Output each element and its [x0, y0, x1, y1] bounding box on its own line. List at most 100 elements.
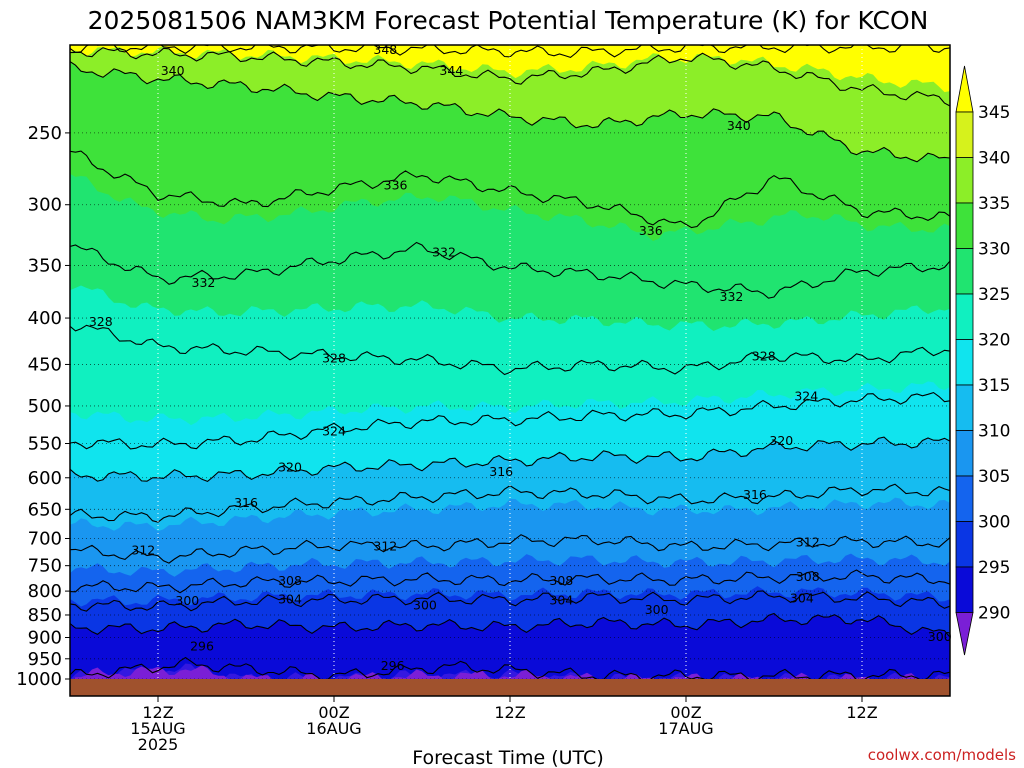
contour-label: 320: [278, 459, 302, 474]
colorbar-swatch: [955, 202, 974, 249]
x-tick-label: 2025: [138, 735, 179, 754]
contour-label: 328: [89, 314, 113, 329]
contour-label: 300: [175, 593, 199, 608]
colorbar-swatch: [955, 248, 974, 295]
colorbar-label: 315: [978, 376, 1010, 396]
y-tick-label: 550: [28, 433, 62, 454]
y-tick-label: 750: [28, 556, 62, 577]
colorbar-swatch: [955, 339, 974, 386]
fill-band-300: [70, 613, 950, 679]
contour-label: 348: [373, 42, 397, 57]
contour-label: 296: [381, 658, 405, 673]
contour-label: 328: [322, 350, 346, 365]
colorbar-label: 330: [978, 240, 1010, 260]
contour-label: 320: [769, 433, 793, 448]
y-tick-label: 900: [28, 627, 62, 648]
contour-label: 332: [192, 275, 216, 290]
contour-label: 336: [384, 178, 408, 193]
x-tick-label: 12Z: [142, 703, 173, 722]
contour-line-348: [70, 45, 950, 59]
contour-line-312: [70, 534, 950, 564]
y-tick-label: 1000: [16, 669, 62, 690]
colorbar-label: 335: [978, 194, 1010, 214]
y-tick-label: 300: [28, 195, 62, 216]
contour-line-340: [70, 61, 950, 163]
colorbar-label: 295: [978, 558, 1010, 578]
colorbar-label: 325: [978, 285, 1010, 305]
contour-label: 340: [161, 63, 185, 78]
colorbar-label: 300: [978, 513, 1010, 533]
contour-label: 308: [278, 573, 302, 588]
colorbar-label: 310: [978, 422, 1010, 442]
contour-label: 312: [796, 534, 820, 549]
plot-area: [70, 45, 950, 679]
colorbar-swatch: [955, 157, 974, 204]
contour-label: 300: [413, 598, 437, 613]
colorbar-label: 320: [978, 331, 1010, 351]
contour-label: 324: [794, 389, 818, 404]
contour-label: 324: [322, 423, 346, 438]
contour-label: 308: [549, 573, 573, 588]
colorbar-label: 340: [978, 149, 1010, 169]
y-tick-label: 950: [28, 649, 62, 670]
contour-label: 300: [645, 602, 669, 617]
y-tick-label: 400: [28, 308, 62, 329]
contour-label: 308: [796, 569, 820, 584]
credit-link[interactable]: coolwx.com/models: [868, 746, 1016, 764]
contour-label: 312: [131, 543, 155, 558]
contour-line-344: [70, 47, 950, 107]
contour-label: 340: [727, 118, 751, 133]
colorbar-label: 305: [978, 467, 1010, 487]
x-axis-label: Forecast Time (UTC): [412, 747, 603, 768]
fill-band-295: [70, 663, 950, 679]
x-tick-label: 12Z: [846, 703, 877, 722]
contour-label: 316: [743, 487, 767, 502]
y-axis: 2503003504004505005506006507007508008509…: [16, 123, 70, 690]
contour-label: 300: [928, 629, 952, 644]
colorbar-swatch: [955, 384, 974, 431]
x-tick-label: 12Z: [494, 703, 525, 722]
ground-strip: [70, 679, 950, 696]
chart-title: 2025081506 NAM3KM Forecast Potential Tem…: [88, 6, 929, 35]
colorbar-swatch: [955, 293, 974, 340]
colorbar-arrow-bottom: [955, 612, 974, 656]
contour-label: 304: [549, 592, 573, 607]
contour-label: 316: [234, 495, 258, 510]
colorbar-label: 345: [978, 103, 1010, 123]
colorbar-swatch: [955, 111, 974, 158]
y-tick-label: 250: [28, 123, 62, 144]
colorbar: 345 340 335 330 325 320 315 310 305 300 295 290: [955, 65, 1010, 656]
x-tick-label: 00Z: [318, 703, 349, 722]
contour-line-320: [70, 436, 950, 483]
y-tick-label: 650: [28, 499, 62, 520]
contour-line-328: [70, 324, 950, 376]
contour-label: 296: [190, 638, 214, 653]
y-tick-label: 350: [28, 255, 62, 276]
contour-label: 332: [720, 289, 744, 304]
x-tick-label: 16AUG: [306, 719, 361, 738]
x-tick-label: 17AUG: [658, 719, 713, 738]
y-tick-label: 600: [28, 468, 62, 489]
contour-label: 316: [489, 464, 513, 479]
colorbar-label: 290: [978, 604, 1010, 624]
colorbar-swatch: [955, 566, 974, 613]
contour-label: 304: [278, 591, 302, 606]
y-tick-label: 500: [28, 396, 62, 417]
y-tick-label: 700: [28, 528, 62, 549]
y-tick-label: 850: [28, 605, 62, 626]
colorbar-swatch: [955, 521, 974, 568]
contour-label: 336: [639, 223, 663, 238]
contour-line-304: [70, 590, 950, 612]
colorbar-arrow-top: [955, 65, 974, 113]
contour-label: 312: [373, 539, 397, 554]
contour-label: 332: [432, 245, 456, 260]
y-tick-label: 450: [28, 354, 62, 375]
y-tick-label: 800: [28, 581, 62, 602]
contour-line-300: [70, 612, 950, 638]
x-tick-label: 15AUG: [130, 719, 185, 738]
colorbar-swatch: [955, 430, 974, 477]
colorbar-swatch: [955, 475, 974, 522]
contour-label: 304: [790, 590, 814, 605]
